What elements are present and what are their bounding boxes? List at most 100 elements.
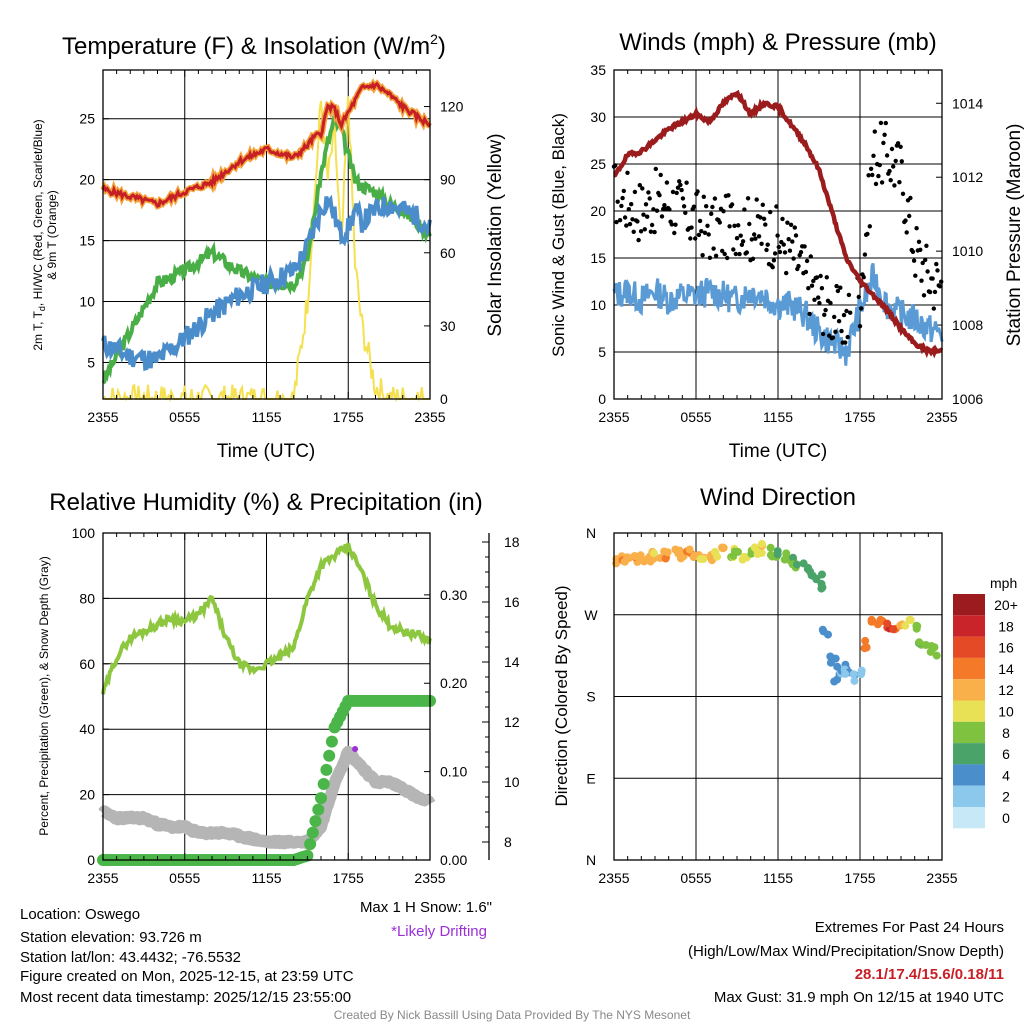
gust-point bbox=[809, 283, 815, 288]
gust-point bbox=[667, 207, 672, 212]
gust-point bbox=[753, 236, 758, 241]
direction-point bbox=[921, 641, 930, 649]
gust-point bbox=[721, 209, 726, 214]
dir-y-tick-label: E bbox=[586, 770, 595, 786]
gust-point bbox=[884, 153, 890, 158]
gust-point bbox=[725, 255, 730, 261]
gust-point bbox=[888, 178, 893, 183]
gust-point bbox=[804, 258, 810, 264]
gust-point bbox=[768, 209, 773, 215]
gust-point bbox=[754, 197, 759, 202]
gust-point bbox=[615, 199, 620, 204]
gust-point bbox=[744, 250, 749, 255]
gust-point bbox=[866, 173, 871, 178]
rh-y2-tick-label: 0.10 bbox=[440, 764, 467, 780]
direction-point bbox=[730, 547, 739, 556]
gust-point bbox=[760, 202, 765, 207]
gust-point bbox=[919, 278, 924, 283]
temp-left-axis-title: 2m T, Td, HI/WC (Red, Green, Scarlet/Blu… bbox=[31, 119, 59, 350]
gust-point bbox=[709, 211, 714, 216]
svg-text:2m T, Td, HI/WC (Red, Green, S: 2m T, Td, HI/WC (Red, Green, Scarlet/Blu… bbox=[31, 119, 47, 350]
gust-point bbox=[688, 236, 693, 241]
direction-point bbox=[818, 625, 827, 634]
temp-x-tick-label: 0555 bbox=[169, 409, 200, 425]
precip-point bbox=[325, 735, 338, 748]
gust-point bbox=[752, 232, 757, 237]
direction-point bbox=[818, 570, 826, 579]
gust-point bbox=[617, 218, 623, 223]
gust-point bbox=[684, 180, 689, 185]
gust-point bbox=[734, 236, 740, 241]
recent-data-timestamp: Most recent data timestamp: 2025/12/15 2… bbox=[20, 989, 352, 1006]
gust-point bbox=[759, 241, 764, 246]
extremes-values: 28.1/17.4/15.6/0.18/11 bbox=[854, 966, 1004, 983]
direction-point bbox=[850, 676, 859, 685]
pressure-right-axis-title: Station Pressure (Maroon) bbox=[1004, 124, 1024, 347]
winds-y2-tick-label: 1014 bbox=[952, 95, 983, 111]
gust-point bbox=[892, 183, 897, 188]
dir-x-tick-label: 1155 bbox=[763, 870, 793, 886]
temp-y2-tick-label: 0 bbox=[440, 391, 448, 407]
gust-point bbox=[702, 230, 708, 235]
rh-y-tick-label: 40 bbox=[79, 721, 95, 737]
gust-point bbox=[792, 225, 797, 230]
gust-point bbox=[673, 222, 678, 227]
station-pressure-line bbox=[613, 89, 944, 359]
direction-point bbox=[757, 540, 766, 548]
legend-swatch bbox=[953, 807, 985, 829]
gust-point bbox=[934, 261, 939, 267]
direction-point bbox=[635, 555, 644, 564]
gust-point bbox=[830, 335, 836, 340]
winds-y2-tick-label: 1006 bbox=[952, 391, 983, 407]
snow-depth-tick-label: 12 bbox=[504, 714, 520, 730]
gust-point bbox=[772, 251, 778, 256]
gust-point bbox=[632, 189, 638, 195]
rh-y-tick-label: 20 bbox=[79, 787, 95, 803]
gust-point bbox=[750, 256, 756, 261]
rh-y-tick-label: 60 bbox=[79, 656, 95, 672]
gust-point bbox=[677, 179, 682, 184]
direction-point bbox=[889, 625, 898, 634]
gust-point bbox=[765, 242, 770, 247]
temp-y-tick-label: 15 bbox=[79, 233, 95, 249]
rh-y-tick-label: 0 bbox=[87, 852, 95, 868]
direction-point bbox=[849, 670, 858, 679]
extremes-title: Extremes For Past 24 Hours bbox=[814, 919, 1004, 936]
gust-point bbox=[881, 140, 886, 146]
gust-point bbox=[697, 218, 703, 224]
direction-point bbox=[861, 636, 870, 645]
svg-text:& 9m T (Orange): & 9m T (Orange) bbox=[45, 190, 59, 280]
gust-point bbox=[781, 242, 786, 247]
gust-point bbox=[770, 265, 775, 270]
temp-x-tick-label: 2355 bbox=[87, 409, 118, 425]
direction-point bbox=[719, 543, 728, 552]
temp-y-tick-label: 25 bbox=[79, 111, 95, 127]
gust-point bbox=[924, 243, 929, 248]
gust-point bbox=[898, 144, 903, 149]
gust-point bbox=[806, 286, 811, 291]
dir-y-tick-label: S bbox=[586, 689, 595, 705]
gust-point bbox=[834, 283, 839, 289]
legend-level-label: 8 bbox=[1002, 725, 1010, 741]
rh-y-tick-label: 80 bbox=[79, 590, 95, 606]
direction-point bbox=[857, 666, 866, 675]
direction-left-axis-title: Direction (Colored By Speed) bbox=[552, 585, 571, 806]
legend-swatch bbox=[953, 700, 985, 722]
gust-point bbox=[904, 230, 909, 235]
gust-point bbox=[645, 214, 650, 219]
snow-depth-tick-label: 14 bbox=[504, 654, 520, 670]
gust-point bbox=[713, 253, 719, 258]
gust-point bbox=[873, 181, 879, 187]
gust-point bbox=[630, 217, 635, 222]
precip-point bbox=[317, 778, 330, 790]
gust-point bbox=[651, 207, 656, 212]
direction-point bbox=[696, 555, 705, 563]
gust-point bbox=[704, 204, 709, 209]
gust-point bbox=[822, 312, 827, 317]
winds-x-tick-label: 1155 bbox=[763, 409, 793, 425]
direction-point bbox=[867, 617, 876, 626]
gust-point bbox=[637, 183, 642, 188]
gust-point bbox=[788, 222, 794, 227]
gust-point bbox=[670, 189, 676, 195]
gust-point bbox=[693, 236, 698, 241]
